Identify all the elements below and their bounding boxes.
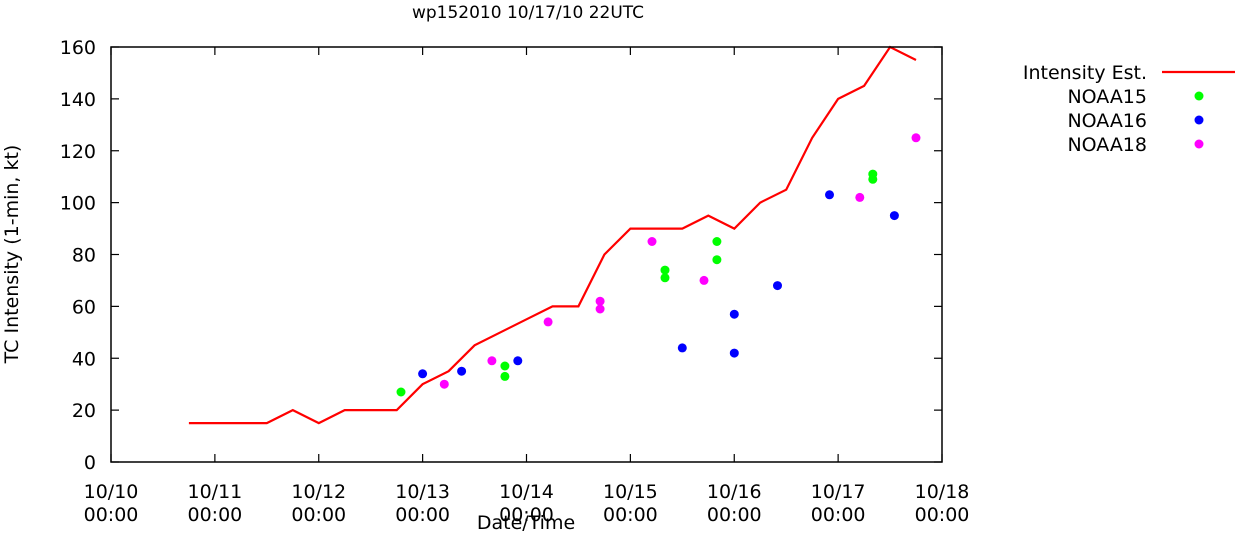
legend-entry-intensity-est: Intensity Est. [1023,62,1235,84]
x-tick-date-label: 10/16 [707,481,762,503]
data-point-noaa18 [911,133,921,143]
x-axis-title: Date/Time [477,512,575,533]
chart-title: wp152010 10/17/10 22UTC [412,3,644,23]
data-point-noaa15 [660,265,670,275]
series-noaa18 [439,133,921,389]
data-point-noaa16 [889,211,899,221]
data-point-noaa15 [500,371,510,381]
x-tick-date-label: 10/10 [84,481,139,503]
legend-label: NOAA16 [1067,110,1147,132]
data-point-noaa15 [712,255,722,265]
y-tick-label: 100 [60,193,96,215]
series-intensity-est [188,45,917,425]
x-tick-time-label: 00:00 [291,504,346,526]
legend-swatch-point [1194,91,1204,101]
plot-frame [110,46,943,463]
x-tick-date-label: 10/15 [603,481,658,503]
y-tick-labels: 0 20 40 60 80 100 120 140 160 [60,37,96,474]
data-point-noaa16 [729,309,739,319]
x-tick-date-label: 10/17 [811,481,866,503]
legend-label: Intensity Est. [1023,62,1147,84]
y-tick-label: 80 [72,245,96,267]
data-point-noaa18 [855,192,865,202]
x-tick-date-label: 10/13 [395,481,450,503]
y-tick-label: 160 [60,37,96,59]
data-point-noaa16 [677,343,687,353]
data-point-noaa18 [439,379,449,389]
data-point-noaa18 [595,296,605,306]
legend-entry-noaa18: NOAA18 [1067,134,1204,156]
data-point-noaa15 [712,237,722,246]
data-point-noaa16 [418,369,428,379]
data-point-noaa16 [729,348,739,358]
series-noaa16 [418,190,899,379]
x-tick-date-label: 10/12 [291,481,346,503]
axis-ticks [110,46,943,463]
y-tick-label: 60 [72,296,96,318]
x-tick-time-label: 00:00 [84,504,139,526]
legend-swatch-point [1194,115,1204,125]
x-tick-time-label: 00:00 [603,504,658,526]
data-point-noaa18 [595,304,605,314]
data-point-noaa18 [699,275,709,285]
legend-swatch-point [1194,139,1204,149]
y-axis-title: TC Intensity (1-min, kt) [1,145,23,365]
x-tick-labels: 10/1000:0010/1100:0010/1200:0010/1300:00… [84,481,970,526]
x-tick-time-label: 00:00 [707,504,762,526]
data-point-noaa16 [457,366,467,376]
legend-label: NOAA15 [1067,86,1147,108]
series-layer [188,45,921,425]
data-point-noaa15 [868,174,878,184]
y-tick-label: 20 [72,400,96,422]
x-tick-time-label: 00:00 [811,504,866,526]
data-point-noaa18 [647,237,657,246]
data-point-noaa15 [660,273,670,283]
y-tick-label: 40 [72,348,96,370]
x-tick-time-label: 00:00 [499,504,554,526]
data-point-noaa18 [487,356,497,366]
x-tick-time-label: 00:00 [915,504,970,526]
x-tick-date-label: 10/14 [499,481,554,503]
y-tick-label: 0 [84,452,96,474]
data-point-noaa16 [825,190,834,200]
x-tick-date-label: 10/11 [187,481,242,503]
x-tick-date-label: 10/18 [915,481,970,503]
data-point-noaa15 [396,387,406,397]
data-point-noaa15 [500,361,510,371]
data-point-noaa16 [513,356,523,366]
data-point-noaa16 [773,281,782,291]
x-tick-time-label: 00:00 [187,504,242,526]
series-noaa15 [396,169,878,397]
y-tick-label: 120 [60,141,96,163]
x-tick-time-label: 00:00 [395,504,450,526]
legend-label: NOAA18 [1067,134,1147,156]
legend-entry-noaa16: NOAA16 [1067,110,1204,132]
y-tick-label: 140 [60,89,96,111]
series-line-intensity-est [188,45,917,425]
legend-entry-noaa15: NOAA15 [1067,86,1204,108]
data-point-noaa18 [543,317,553,327]
